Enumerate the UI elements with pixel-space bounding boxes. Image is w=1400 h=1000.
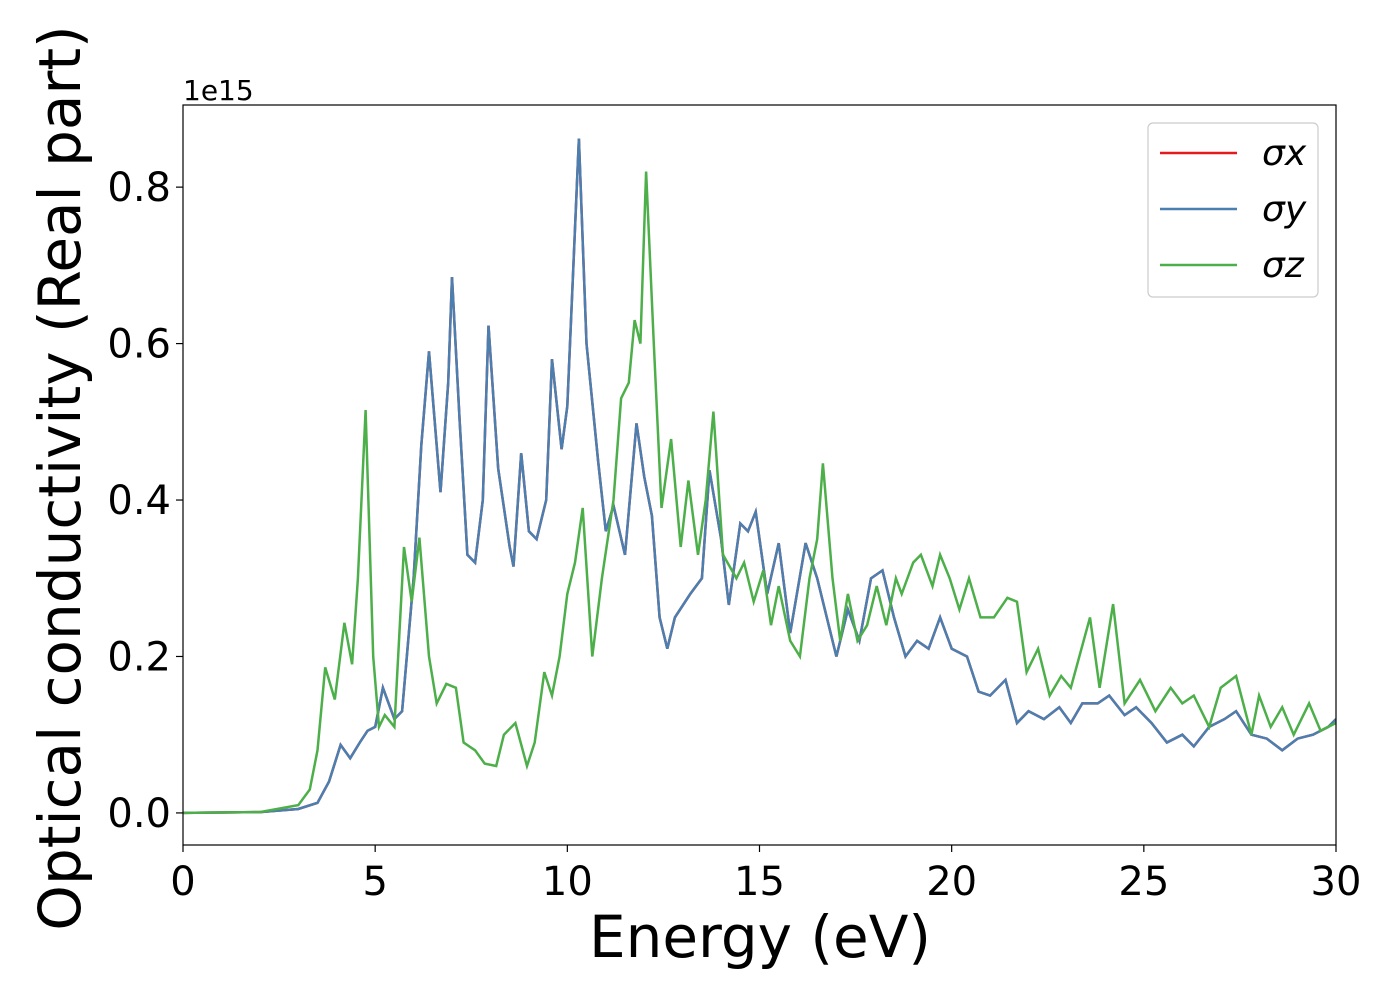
legend-label: σy bbox=[1262, 189, 1307, 230]
x-tick-label: 20 bbox=[926, 859, 977, 905]
x-tick-label: 15 bbox=[734, 859, 785, 905]
series-line bbox=[183, 171, 1336, 815]
x-tick-label: 30 bbox=[1311, 859, 1362, 905]
x-axis-label: Energy (eV) bbox=[589, 903, 931, 971]
y-tick-label: 0.2 bbox=[107, 634, 171, 680]
offset-text: 1e15 bbox=[183, 74, 254, 107]
y-tick-label: 0.0 bbox=[107, 791, 171, 837]
plot-frame bbox=[182, 104, 1337, 846]
x-tick-label: 25 bbox=[1118, 859, 1169, 905]
y-tick-label: 0.6 bbox=[107, 322, 171, 368]
y-axis-label: Optical conductivity (Real part) bbox=[26, 25, 94, 930]
legend-label: σz bbox=[1262, 245, 1305, 286]
legend-label: σx bbox=[1262, 133, 1307, 174]
x-tick-label: 5 bbox=[362, 859, 387, 905]
x-tick-label: 10 bbox=[542, 859, 593, 905]
y-tick-label: 0.4 bbox=[107, 478, 171, 524]
x-tick-label: 0 bbox=[170, 859, 195, 905]
y-tick-label: 0.8 bbox=[107, 165, 171, 211]
